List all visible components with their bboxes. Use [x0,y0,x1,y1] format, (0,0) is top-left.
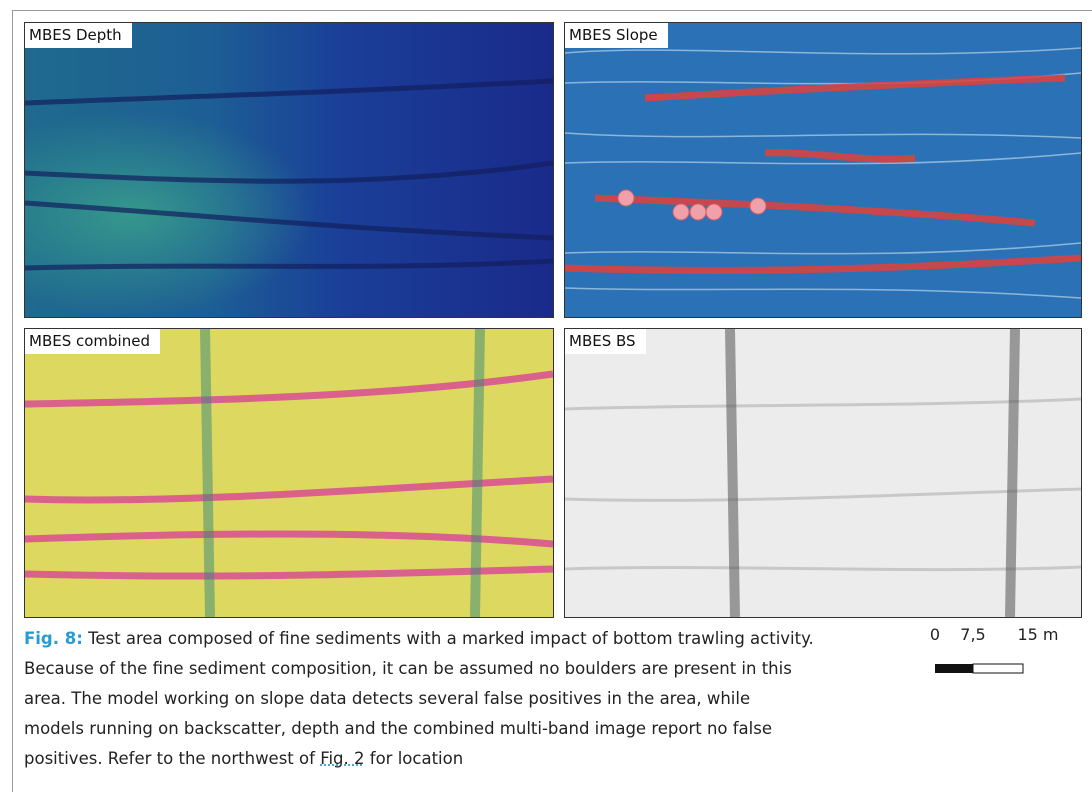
scale-black [935,664,973,673]
caption: Fig. 8: Test area composed of fine sedim… [24,624,814,774]
scale-label: 0 [930,626,940,644]
bs-panel: MBES BS [564,328,1082,618]
caption-tail: for location [370,749,463,768]
slope-image [565,23,1081,317]
panel-label: MBES Slope [565,23,668,48]
combined-image [25,329,553,617]
depth-panel: MBES Depth [24,22,554,318]
combined-panel: MBES combined [24,328,554,618]
panel-label: MBES combined [25,329,160,354]
figure-link[interactable]: Fig. 2 [320,749,364,768]
bs-image [565,329,1081,617]
figure-label: Fig. 8: [24,629,83,648]
slope-panel: MBES Slope [564,22,1082,318]
depth-image [25,23,553,317]
caption-text: Test area composed of fine sediments wit… [24,629,814,768]
scale-bar: 0 7,5 15 m [926,626,1086,686]
background [565,329,1081,617]
scale-white [973,664,1023,673]
panel-label: MBES Depth [25,23,132,48]
panel-label: MBES BS [565,329,646,354]
scale-label: 15 m [1017,626,1058,644]
scale-label: 7,5 [960,626,985,644]
